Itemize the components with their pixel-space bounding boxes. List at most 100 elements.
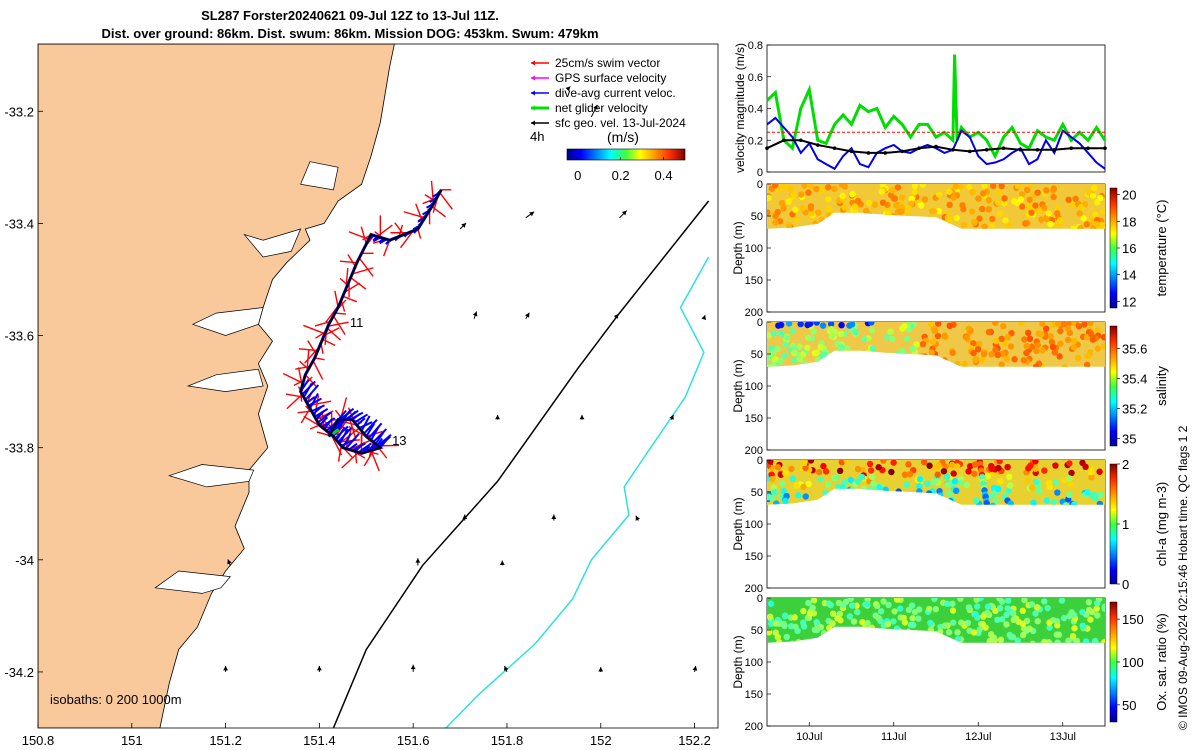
oxygen-section-sample (1019, 620, 1026, 628)
swim-vector (339, 260, 357, 264)
oxygen-section-sample (896, 605, 904, 612)
oxygen-section-sample (829, 620, 836, 627)
oxygen-section-sample (1091, 637, 1099, 643)
temperature-section-sample (893, 202, 900, 209)
map-x-tick-label: 151 (121, 733, 143, 748)
chlorophyll-section-sample (972, 497, 980, 504)
salinity-section-sample (1074, 354, 1082, 362)
temperature-section-sample (790, 192, 797, 199)
temperature-section-sample (798, 191, 805, 198)
geo-velocity-arrowhead (613, 313, 619, 319)
oxygen-section-sample (941, 622, 949, 629)
temperature-section-sample (1015, 184, 1022, 190)
oxygen-section-sample (932, 605, 940, 613)
salinity-section-sample (934, 322, 942, 327)
geo-velocity-arrowhead (565, 86, 571, 92)
temperature-section-sample (815, 209, 822, 216)
oxygen-section-sample (931, 598, 938, 603)
current-vector (356, 417, 366, 426)
salinity-section-sample (1056, 353, 1063, 360)
map-x-tick-label: 151.8 (491, 733, 524, 748)
oxygen-section-sample (908, 602, 916, 609)
temperature-section-sample (898, 194, 906, 201)
velocity-series-point (799, 138, 803, 143)
temperature-section-sample (786, 185, 794, 192)
salinity-section-sample (860, 336, 868, 343)
swim-vector (334, 290, 339, 308)
chlorophyll-section-sample (779, 480, 786, 487)
temperature-section-sample (998, 184, 1005, 190)
salinity-section-sample (1024, 329, 1032, 337)
geo-velocity-arrow (741, 426, 743, 431)
salinity-section-sample (838, 322, 845, 329)
map-y-tick-label: -33.6 (4, 329, 34, 344)
map-x-tick-label: 151.6 (397, 733, 430, 748)
chlorophyll-section-sample (1087, 468, 1095, 476)
chlorophyll-section-sample (946, 490, 953, 497)
oxygen-section-sample (949, 607, 957, 614)
temperature-section-sample (996, 210, 1004, 217)
map-y-tick-label: -33.4 (4, 216, 34, 231)
legend-label: 25cm/s swim vector (555, 56, 660, 70)
oxygen-section-sample (1034, 618, 1041, 625)
salinity-section-sample (1007, 343, 1015, 350)
salinity-section-sample (868, 327, 876, 334)
salinity-section-sample (828, 325, 835, 333)
salinity-section-sample (988, 351, 995, 358)
velocity-series-point (1103, 146, 1107, 150)
isobath-note: isobaths: 0 200 1000m (50, 692, 182, 707)
chlorophyll-section-sample (820, 462, 827, 470)
swim-vector (417, 228, 422, 239)
current-vector (354, 413, 369, 424)
oxygen-section-sample (997, 636, 1005, 643)
oxygen-section-sample (1009, 610, 1017, 617)
chlorophyll-section-sample (773, 500, 780, 505)
oxygen-section-sample (996, 605, 1004, 612)
velocity-series-point (934, 144, 938, 149)
chlorophyll-section-sample (1061, 476, 1068, 484)
chlorophyll-section-sample (817, 476, 824, 483)
chlorophyll-section-sample (788, 465, 795, 473)
chlorophyll-section-colorbar-label: chl-a (mg m-3) (1154, 482, 1169, 567)
salinity-section-sample (949, 349, 956, 356)
chlorophyll-section-sample (950, 470, 957, 477)
velocity-y-axis-label: velocity magnitude (m/s) (733, 43, 747, 173)
velocity-magnitude-panel: 0 0.2 0.4 0.6 0.8 velocity magnitude (m/s) (733, 40, 1107, 179)
current-vector (363, 418, 378, 435)
chlorophyll-section-sample (1030, 502, 1038, 505)
oxygen-section-sample (973, 598, 980, 603)
swim-vector (358, 257, 374, 277)
temperature-section-sample (981, 184, 988, 189)
salinity-section-sample (1084, 352, 1092, 360)
temperature-section-sample (1038, 216, 1045, 223)
depth-tick-label: 50 (751, 211, 763, 223)
chlorophyll-section-sample (1088, 474, 1095, 481)
salinity-section-sample (804, 334, 812, 341)
swim-vector (303, 324, 326, 335)
oxygen-section-sample (767, 620, 775, 628)
oxygen-section-sample (1003, 621, 1010, 628)
temperature-section-sample (785, 198, 792, 205)
temperature-section-sample (813, 185, 820, 193)
salinity-section-sample (769, 349, 777, 356)
oxygen-section-sample (884, 620, 892, 628)
oxygen-section-sample (877, 617, 884, 625)
salinity-section-sample (965, 325, 972, 332)
oxygen-section-sample (949, 619, 957, 626)
depth-tick-label: 0 (757, 179, 763, 191)
salinity-section-sample (820, 351, 828, 358)
temperature-section-sample (801, 184, 808, 189)
temperature-section-sample (884, 201, 891, 209)
legend-swatch-head (531, 120, 535, 126)
temperature-section-sample (889, 187, 896, 194)
chlorophyll-section-sample (831, 475, 838, 482)
temperature-section-sample (792, 206, 799, 213)
temperature-section-sample (968, 208, 976, 215)
chlorophyll-section-sample (890, 460, 897, 466)
colorbar-unit-label: (m/s) (607, 129, 639, 145)
salinity-section-sample (992, 337, 1000, 345)
salinity-section-sample (819, 322, 827, 329)
oxygen-section-sample (972, 611, 980, 618)
salinity-section-sample (782, 341, 789, 348)
